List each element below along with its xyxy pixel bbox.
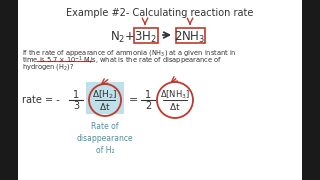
Text: 2: 2 xyxy=(145,101,151,111)
Text: $\Delta$[H$_2$]: $\Delta$[H$_2$] xyxy=(92,89,118,101)
Bar xyxy=(302,0,320,180)
Text: hydrogen (H$_2$)?: hydrogen (H$_2$)? xyxy=(22,62,74,72)
Text: $\Delta$t: $\Delta$t xyxy=(99,100,111,111)
Text: $\Delta$[NH$_3$]: $\Delta$[NH$_3$] xyxy=(160,89,190,101)
Text: If the rate of appearance of ammonia (NH$_3$) at a given instant in: If the rate of appearance of ammonia (NH… xyxy=(22,48,236,58)
FancyBboxPatch shape xyxy=(133,28,157,42)
Bar xyxy=(0,0,18,180)
Text: 3H$_2$: 3H$_2$ xyxy=(134,30,156,45)
Text: Example #2- Calculating reaction rate: Example #2- Calculating reaction rate xyxy=(66,8,254,18)
Text: 1: 1 xyxy=(73,90,79,100)
Text: 2NH$_3$: 2NH$_3$ xyxy=(174,30,206,45)
Text: +: + xyxy=(125,30,135,43)
Text: =: = xyxy=(129,95,139,105)
Text: Rate of
disappearance
of H₂: Rate of disappearance of H₂ xyxy=(77,122,133,155)
Text: 1: 1 xyxy=(145,90,151,100)
Text: time is 5.7 $\times$ 10$^{-1}$ M/s, what is the rate of disappearance of: time is 5.7 $\times$ 10$^{-1}$ M/s, what… xyxy=(22,55,222,67)
FancyBboxPatch shape xyxy=(86,82,124,114)
Text: rate = -: rate = - xyxy=(22,95,60,105)
Text: 3: 3 xyxy=(73,101,79,111)
Text: N$_2$: N$_2$ xyxy=(110,30,126,45)
Text: $\Delta$t: $\Delta$t xyxy=(169,100,181,111)
FancyBboxPatch shape xyxy=(175,28,204,42)
